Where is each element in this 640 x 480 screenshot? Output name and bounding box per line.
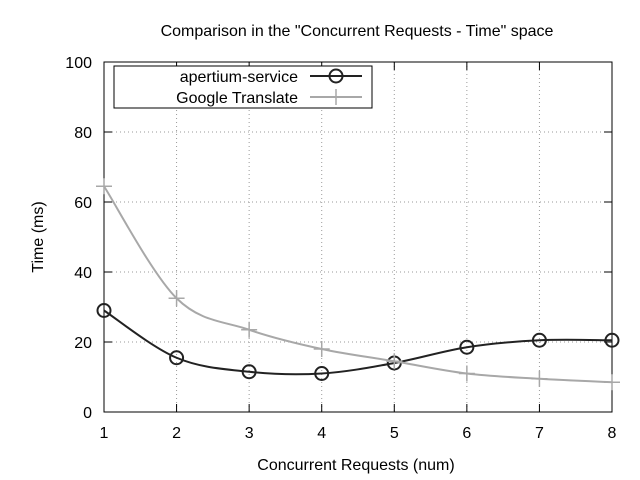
y-tick-label: 0 [83, 405, 92, 422]
x-tick-label: 8 [608, 425, 617, 442]
data-point [604, 374, 620, 391]
y-tick-label: 60 [74, 195, 92, 212]
x-tick-label: 3 [245, 425, 254, 442]
legend-marker [328, 68, 344, 84]
grid [104, 62, 612, 412]
x-tick-label: 6 [462, 425, 471, 442]
data-point [169, 350, 185, 366]
data-point [168, 290, 185, 307]
legend-label: apertium-service [180, 69, 298, 86]
data-point [531, 370, 548, 387]
x-axis-label: Concurrent Requests (num) [257, 457, 454, 474]
data-point [531, 332, 547, 348]
data-point [241, 321, 258, 338]
y-tick-label: 40 [74, 265, 92, 282]
data-point [386, 353, 403, 370]
series-line [103, 309, 613, 376]
data-point [314, 366, 330, 381]
series-layer [96, 178, 620, 391]
legend: apertium-service Google Translate [113, 65, 373, 109]
x-tick-label: 5 [390, 425, 399, 442]
y-tick-label: 20 [74, 335, 92, 352]
data-point [604, 332, 620, 348]
series-google-translate [96, 178, 620, 391]
x-tick-label: 4 [317, 425, 326, 442]
data-point [96, 178, 112, 195]
y-axis-label: Time (ms) [30, 201, 47, 272]
plot-frame [103, 61, 613, 413]
y-tick-label: 100 [65, 55, 92, 72]
data-point [313, 341, 330, 357]
data-point [241, 364, 257, 380]
legend-label: Google Translate [176, 90, 298, 107]
data-point [459, 339, 475, 355]
legend-marker [328, 89, 344, 105]
legend-box [113, 65, 373, 109]
x-tick-label: 1 [100, 425, 109, 442]
data-point [96, 303, 112, 318]
y-tick-label: 80 [74, 125, 92, 142]
x-tick-label: 7 [535, 425, 544, 442]
chart-title: Comparison in the "Concurrent Requests -… [161, 23, 554, 40]
axis-ticks: 0 20 40 60 80 100 1 2 3 4 5 6 7 8 [65, 55, 616, 442]
x-tick-label: 2 [172, 425, 181, 442]
data-point [458, 365, 475, 382]
